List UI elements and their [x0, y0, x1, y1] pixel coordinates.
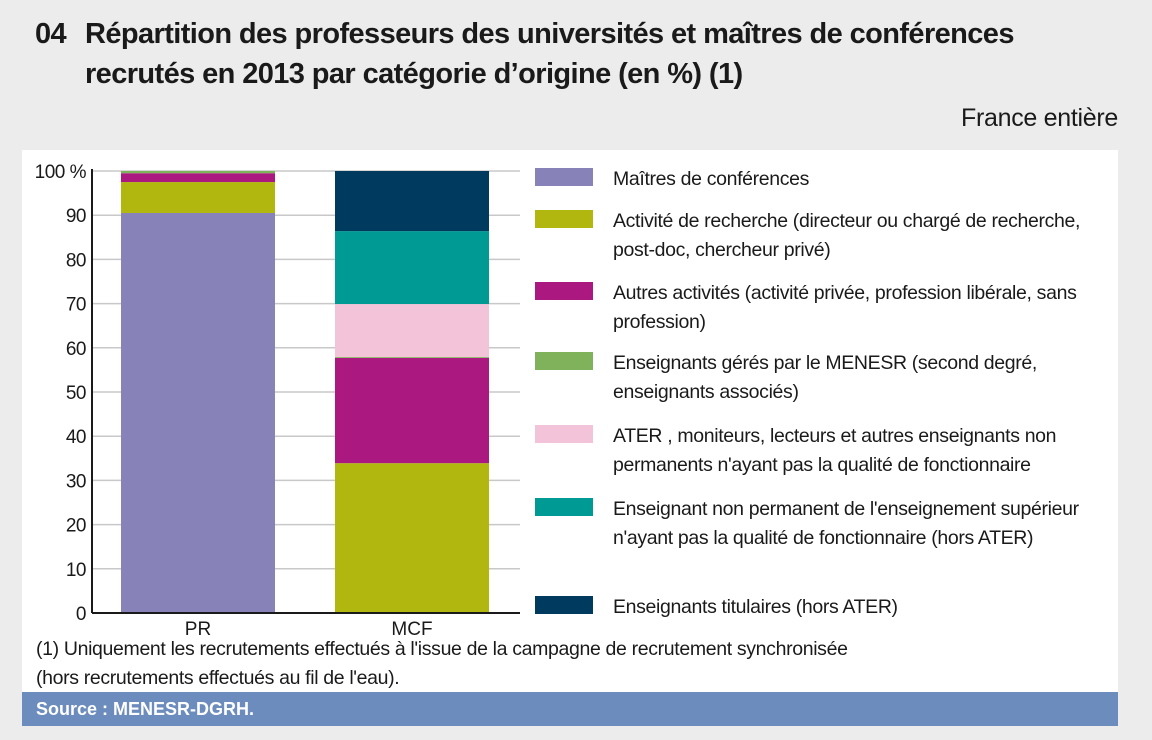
legend-item: Maîtres de conférences	[535, 165, 1113, 194]
y-tick-label: 50	[66, 383, 86, 404]
scope-label: France entière	[961, 104, 1118, 132]
bar-segment	[335, 357, 489, 358]
stacked-bar-chart: 0 10 20 30 40 50 60 70 80 90 100 % PR MCF	[35, 162, 520, 640]
legend-item: Activité de recherche (directeur ou char…	[535, 207, 1113, 265]
bar-segment	[121, 173, 275, 183]
bar-segment	[335, 171, 489, 232]
legend-swatch	[535, 282, 593, 300]
title-line-1: Répartition des professeurs des universi…	[85, 18, 1014, 50]
y-tick-label: 10	[66, 560, 86, 581]
title-number: 04	[35, 18, 67, 50]
legend-swatch	[535, 498, 593, 516]
legend-item: Autres activités (activité privée, profe…	[535, 279, 1113, 337]
bar-segment	[335, 231, 489, 305]
y-tick-label: 90	[66, 206, 86, 227]
y-tick-label: 0	[76, 604, 86, 625]
legend-label: Autres activités (activité privée, profe…	[613, 282, 1077, 333]
legend-item: Enseignant non permanent de l'enseigneme…	[535, 495, 1113, 553]
bar-segment	[335, 463, 489, 613]
legend-swatch	[535, 425, 593, 443]
y-tick-label: 40	[66, 427, 86, 448]
y-tick-label: 100 %	[35, 162, 87, 183]
legend-swatch	[535, 168, 593, 186]
source-bar: Source : MENESR-DGRH.	[22, 692, 1118, 726]
y-tick-label: 80	[66, 250, 86, 271]
legend-item: Enseignants gérés par le MENESR (second …	[535, 349, 1113, 407]
legend-item: ATER , moniteurs, lecteurs et autres ens…	[535, 422, 1113, 480]
footnote-line-1: (1) Uniquement les recrutements effectué…	[36, 638, 848, 660]
legend-label: Maîtres de conférences	[613, 168, 810, 190]
bar-segment	[121, 182, 275, 213]
legend-label: Activité de recherche (directeur ou char…	[613, 210, 1081, 261]
footnote: (1) Uniquement les recrutements effectué…	[36, 635, 848, 693]
chart-panel: 0 10 20 30 40 50 60 70 80 90 100 % PR MCF Maîtres de…	[22, 150, 1118, 692]
legend-swatch	[535, 596, 593, 614]
y-tick-label: 20	[66, 516, 86, 537]
x-tick-label: MCF	[391, 619, 432, 640]
legend-label: Enseignants titulaires (hors ATER)	[613, 596, 898, 618]
y-tick-label: 70	[66, 295, 86, 316]
x-tick-label: PR	[185, 619, 211, 640]
legend-label: Enseignant non permanent de l'enseigneme…	[613, 498, 1079, 549]
chart-title: 04 Répartition des professeurs des univer…	[35, 14, 1014, 94]
legend-swatch	[535, 352, 593, 370]
bar-segment	[121, 171, 275, 174]
footnote-line-2: (hors recrutements effectués au fil de l…	[36, 667, 400, 689]
legend-label: ATER , moniteurs, lecteurs et autres ens…	[613, 425, 1057, 476]
legend-item: Enseignants titulaires (hors ATER)	[535, 593, 1113, 622]
y-tick-label: 30	[66, 471, 86, 492]
legend-label: Enseignants gérés par le MENESR (second …	[613, 352, 1037, 403]
bar-segment	[335, 357, 489, 464]
legend-swatch	[535, 210, 593, 228]
bar-segment	[335, 304, 489, 358]
title-line-2: recrutés en 2013 par catégorie d’origine…	[85, 58, 743, 90]
bar-segment	[121, 212, 275, 614]
y-tick-label: 60	[66, 339, 86, 360]
